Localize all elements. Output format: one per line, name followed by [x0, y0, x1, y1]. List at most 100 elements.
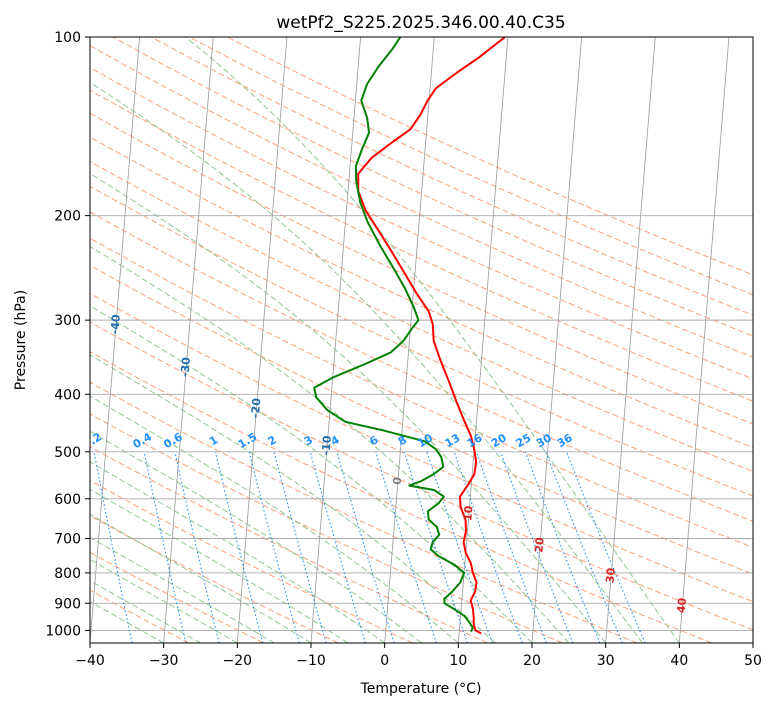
- mixing-ratio-line: [426, 451, 493, 643]
- x-tick-label: 10: [449, 653, 467, 669]
- y-axis-label: Pressure (hPa): [13, 290, 29, 390]
- dry-adiabat-line: [90, 551, 264, 643]
- dry-adiabat-line: [90, 112, 753, 425]
- y-tick-label: 300: [54, 313, 81, 329]
- mixing-ratio-label: 0.2: [81, 430, 104, 451]
- isotherm-line: [752, 638, 753, 643]
- moist-adiabat-line: [90, 461, 385, 643]
- mixing-ratio-label: 1.5: [236, 430, 259, 451]
- y-tick-label: 500: [54, 445, 81, 461]
- dry-adiabat-line: [227, 37, 753, 276]
- dry-adiabat-line: [90, 480, 414, 643]
- moist-adiabat-line: [90, 81, 643, 643]
- moist-adiabat-line: [90, 488, 349, 643]
- y-tick-label: 700: [54, 532, 81, 548]
- mixing-ratio-line: [214, 451, 264, 643]
- mixing-ratio-label: 30: [534, 431, 554, 450]
- mixing-ratio-label: 25: [514, 431, 534, 450]
- background-lines: [90, 37, 753, 643]
- isotherm-line: [384, 37, 435, 643]
- dry-adiabat-line: [90, 45, 753, 358]
- mixing-ratio-labels: 0.1 0.2 0.4 0.6 1 1.5 2 3 4 6 8 10 13 16 20 25 30 36: [81, 430, 575, 451]
- dry-adiabat-line: [90, 211, 753, 522]
- x-tick-label: −10: [296, 653, 326, 669]
- isotherm-line: [310, 37, 362, 643]
- x-axis-label: Temperature (°C): [360, 681, 482, 697]
- moist-adiabat-line: [90, 536, 275, 643]
- y-tick-label: 100: [54, 30, 81, 46]
- mixing-ratio-label: 0.6: [161, 430, 185, 451]
- dry-adiabat-line: [90, 160, 753, 472]
- isotherm-line: [163, 37, 214, 643]
- moist-adiabat-line: [90, 558, 238, 643]
- mixing-ratio-line: [500, 451, 574, 643]
- isotherm-label: -10: [319, 435, 334, 456]
- moist-adiabat-line: [185, 37, 680, 643]
- moist-adiabat-line: [90, 354, 496, 643]
- x-tick-label: 50: [744, 653, 762, 669]
- dry-adiabat-line: [90, 185, 753, 497]
- dry-adiabat-line: [90, 237, 753, 548]
- isotherm-line: [678, 37, 730, 643]
- moist-adiabat-line: [90, 430, 422, 643]
- y-axis: 100 200 300 400 500 600 700 800 900 1000: [45, 30, 90, 639]
- isotherm-line: [605, 37, 656, 643]
- mixing-ratio-label: 8: [396, 433, 409, 448]
- isotherm-label: 20: [532, 537, 546, 554]
- isotherm-label: 0: [391, 476, 405, 485]
- mixing-ratio-line: [453, 451, 523, 643]
- mixing-ratio-line: [143, 451, 187, 643]
- mixing-ratio-line: [248, 451, 300, 643]
- dry-adiabat-line: [90, 515, 339, 643]
- isotherm-label: -50: [38, 267, 53, 288]
- mixing-ratio-line: [93, 451, 133, 643]
- isotherm-line: [90, 37, 141, 643]
- temperature-profile-line: [357, 37, 506, 635]
- dry-adiabat-line: [90, 351, 712, 643]
- mixing-ratio-line: [566, 451, 646, 643]
- mixing-ratio-label: 0.4: [131, 430, 155, 451]
- x-tick-label: 40: [670, 653, 688, 669]
- moist-adiabat-line: [90, 172, 607, 643]
- dry-adiabat-line: [189, 37, 753, 296]
- y-tick-label: 400: [54, 387, 81, 403]
- isotherm-label: 30: [604, 567, 618, 584]
- isotherm-label: -30: [178, 356, 193, 377]
- y-tick-label: 600: [54, 492, 81, 508]
- moist-adiabat-line: [90, 245, 570, 643]
- mixing-ratio-line: [403, 451, 469, 643]
- x-tick-label: −30: [149, 653, 179, 669]
- isotherm-line: [236, 37, 288, 643]
- mixing-ratio-line: [273, 451, 327, 643]
- moist-adiabat-line: [90, 395, 459, 643]
- mixing-ratio-line: [545, 451, 623, 643]
- dry-adiabat-line: [90, 413, 563, 643]
- isotherm-line: [531, 37, 583, 643]
- isotherm-label: -20: [249, 397, 264, 418]
- y-tick-label: 200: [54, 209, 81, 225]
- dry-adiabat-line: [90, 264, 753, 575]
- x-tick-label: 30: [597, 653, 615, 669]
- isotherm-label: 10: [461, 505, 475, 522]
- mixing-ratio-line: [309, 451, 366, 643]
- chart-title: wetPf2_S225.2025.346.00.40.C35: [276, 13, 565, 33]
- dry-adiabat-line: [90, 89, 753, 402]
- isotherm-line: [457, 37, 509, 643]
- mixing-ratio-line: [475, 451, 547, 643]
- profile-lines: [313, 37, 506, 635]
- y-tick-label: 1000: [45, 623, 81, 639]
- dry-adiabat-line: [150, 37, 753, 316]
- isotherm-label: -40: [108, 314, 123, 335]
- moist-adiabat-line: [90, 305, 533, 643]
- dry-adiabat-line: [90, 381, 638, 643]
- mixing-ratio-label: 6: [367, 433, 380, 448]
- dewpoint-profile-line: [313, 37, 474, 633]
- x-tick-label: 20: [523, 653, 541, 669]
- plot-frame: [89, 36, 754, 644]
- y-tick-label: 800: [54, 566, 81, 582]
- mixing-ratio-line: [375, 451, 437, 643]
- dry-adiabat-line: [90, 446, 488, 643]
